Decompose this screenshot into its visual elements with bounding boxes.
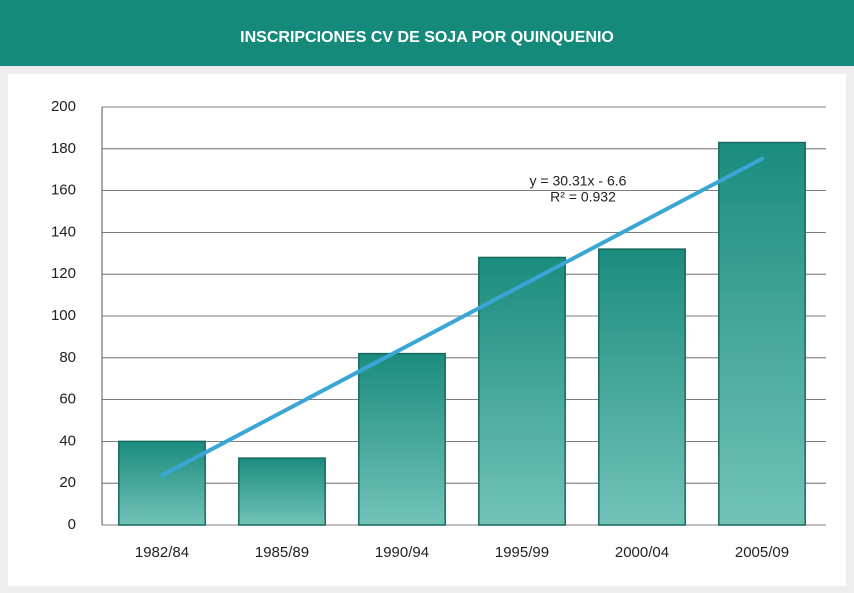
y-tick-label: 20 — [59, 474, 76, 491]
x-tick-label: 1995/99 — [495, 544, 549, 561]
x-tick-label: 2005/09 — [735, 544, 789, 561]
y-tick-label: 200 — [51, 98, 76, 115]
x-tick-label: 1990/94 — [375, 544, 429, 561]
trend-equation: y = 30.31x - 6.6 — [530, 173, 627, 189]
x-tick-label: 1985/89 — [255, 544, 309, 561]
bar — [718, 141, 806, 526]
bar — [598, 248, 686, 526]
x-tick-label: 1982/84 — [135, 544, 189, 561]
chart-title: INSCRIPCIONES CV DE SOJA POR QUINQUENIO — [240, 29, 614, 46]
bar — [238, 457, 326, 526]
plot-area: 0 20 40 60 80 100 120 140 160 180 200 1982/84 1985/8… — [51, 98, 826, 561]
title-bar — [0, 0, 854, 66]
bar — [118, 440, 206, 526]
y-tick-label: 100 — [51, 307, 76, 324]
y-tick-label: 80 — [59, 349, 76, 366]
trendline — [160, 156, 764, 478]
y-tick-label: 120 — [51, 265, 76, 282]
y-tick-label: 40 — [59, 432, 76, 449]
y-tick-label: 160 — [51, 182, 76, 199]
bar — [478, 256, 566, 526]
y-tick-label: 180 — [51, 140, 76, 157]
x-tick-label: 2000/04 — [615, 544, 669, 561]
y-tick-label: 60 — [59, 391, 76, 408]
bar — [358, 352, 446, 526]
y-tick-label: 0 — [68, 516, 76, 533]
y-tick-label: 140 — [51, 223, 76, 240]
trend-r2: R² = 0.932 — [550, 189, 616, 205]
